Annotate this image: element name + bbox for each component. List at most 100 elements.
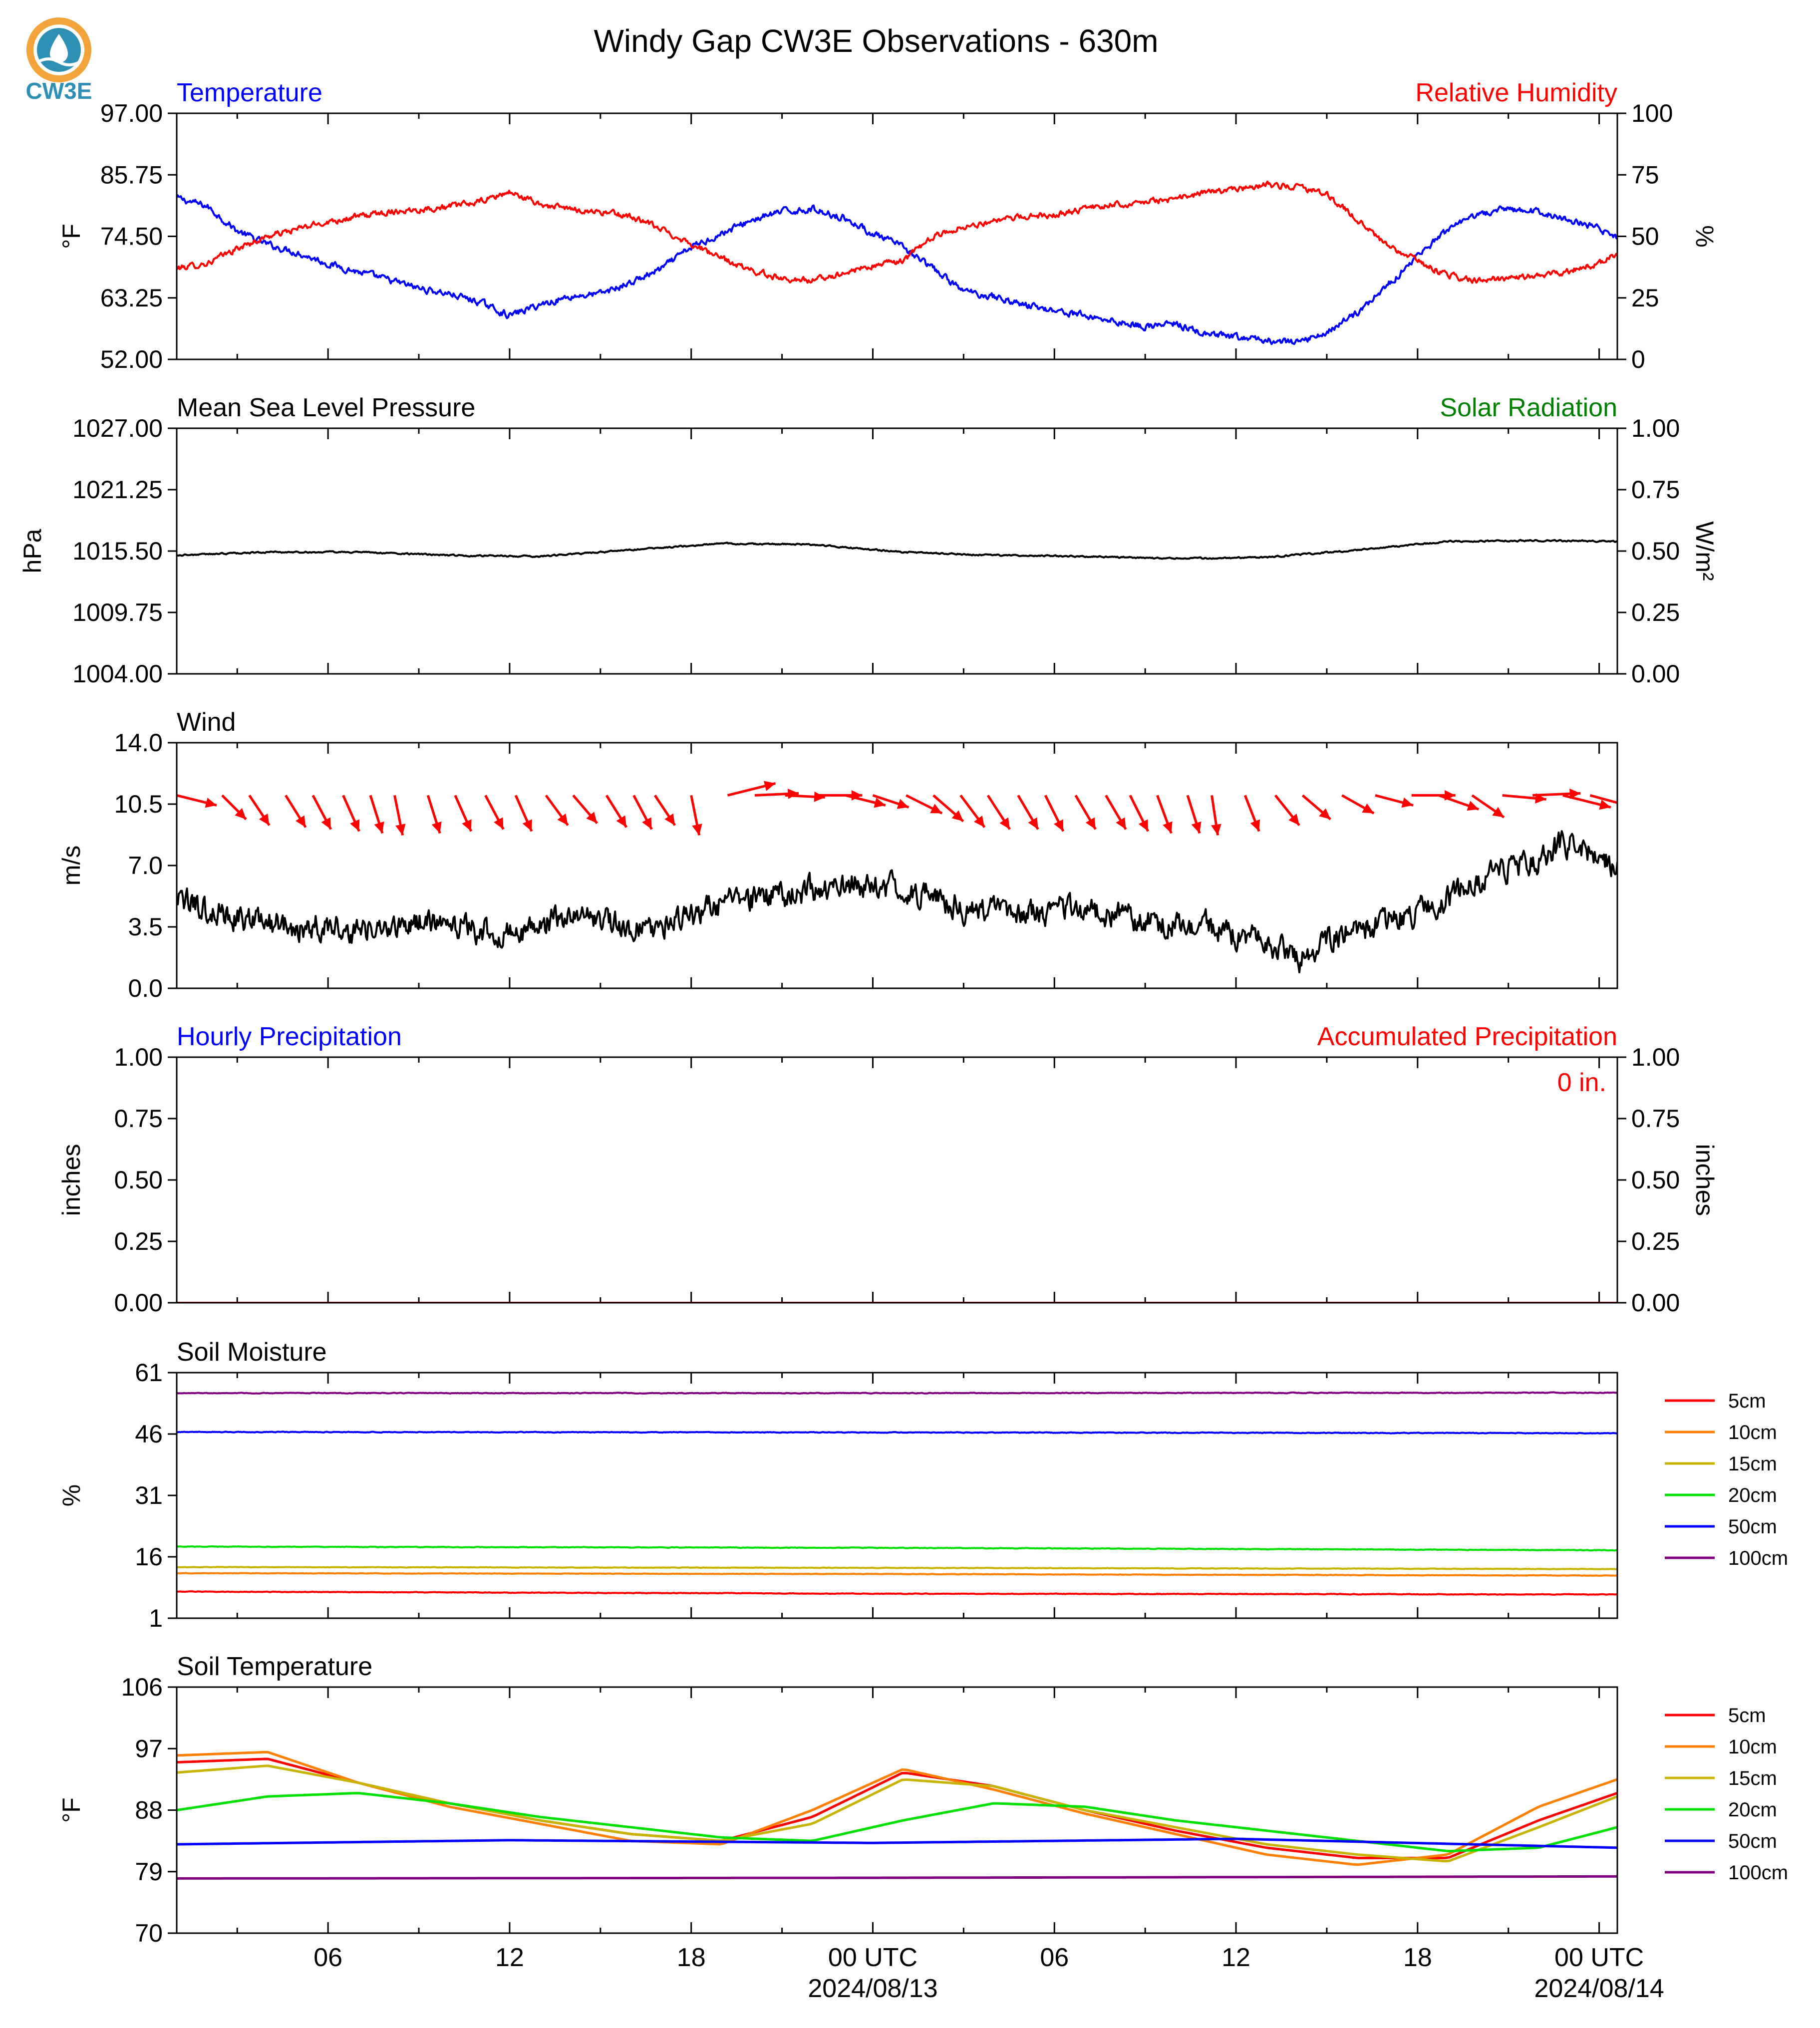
wind-arrow-head bbox=[1138, 819, 1148, 832]
wind-arrow-head bbox=[874, 798, 886, 808]
logo-sun-ring-icon bbox=[26, 17, 91, 82]
panel-title-left: Soil Temperature bbox=[177, 1652, 372, 1681]
legend: 5cm 10cm 15cm 20cm 50cm 100cm bbox=[1665, 1390, 1788, 1569]
y-tick-label: 79 bbox=[135, 1858, 163, 1886]
y-axis-label: m/s bbox=[57, 846, 85, 886]
series-line-10cm bbox=[177, 1572, 1617, 1577]
logo-wave-icon bbox=[37, 57, 81, 66]
panel-temp-rh: 52.00 63.25 74.50 85.75 97.00 0 25 50 75 100 °F % Te… bbox=[57, 78, 1719, 373]
x-date-label: 2024/08/14 bbox=[1534, 1974, 1664, 2003]
x-tick-label: 12 bbox=[1221, 1943, 1250, 1972]
wind-arrow-head bbox=[1401, 797, 1413, 808]
plot-frame bbox=[176, 112, 1618, 360]
wind-arrow-head bbox=[1085, 817, 1096, 830]
legend-label: 50cm bbox=[1728, 1830, 1777, 1852]
wind-arrow-head bbox=[557, 813, 568, 826]
series-line-10cm bbox=[177, 1750, 1617, 1866]
legend-label: 5cm bbox=[1728, 1705, 1766, 1727]
y-tick-label: 74.50 bbox=[100, 223, 163, 251]
series-line-15cm bbox=[177, 1764, 1617, 1863]
wind-arrow-head bbox=[431, 821, 442, 834]
wind-arrow-head bbox=[642, 817, 652, 830]
y-tick-label: 61 bbox=[135, 1359, 163, 1387]
series-line-mean-sea-level-pressure bbox=[177, 539, 1617, 560]
y-tick-label: 1 bbox=[149, 1604, 163, 1632]
series-line-100cm bbox=[177, 1391, 1617, 1395]
wind-arrow-head bbox=[1250, 819, 1260, 832]
legend-label: 100cm bbox=[1728, 1862, 1788, 1884]
y-tick-label: 97.00 bbox=[100, 99, 163, 127]
figure-title: Windy Gap CW3E Observations - 630m bbox=[594, 23, 1158, 59]
y-tick-label: 70 bbox=[135, 1919, 163, 1947]
series-line-5cm bbox=[177, 1590, 1617, 1596]
y-tick-label: 3.5 bbox=[128, 913, 163, 941]
wind-arrow-head bbox=[522, 819, 532, 832]
series-line-50cm bbox=[177, 1431, 1617, 1435]
plot-frame bbox=[176, 1056, 1618, 1304]
wind-arrow-head bbox=[814, 791, 825, 802]
wind-arrow-head bbox=[494, 817, 504, 830]
legend-label: 20cm bbox=[1728, 1484, 1777, 1506]
y-tick-label-right: 0.50 bbox=[1631, 537, 1680, 565]
wind-arrow-head bbox=[321, 817, 331, 830]
y-tick-label: 1009.75 bbox=[72, 598, 163, 626]
y-tick-label-right: 100 bbox=[1631, 99, 1673, 127]
x-tick-label: 00 UTC bbox=[1554, 1943, 1644, 1972]
x-tick-label: 18 bbox=[1403, 1943, 1432, 1972]
plot-frame bbox=[176, 1686, 1618, 1934]
series-group bbox=[177, 1750, 1617, 1880]
legend-label: 20cm bbox=[1728, 1799, 1777, 1821]
wind-arrow-head bbox=[350, 819, 360, 832]
y-axis-label-right: W/m² bbox=[1691, 521, 1719, 580]
panels: 52.00 63.25 74.50 85.75 97.00 0 25 50 75 100 °F % Te… bbox=[18, 78, 1788, 2003]
panel-precip: 0.00 0.25 0.50 0.75 1.00 0.00 0.25 0.50 0.75 1.00… bbox=[57, 1022, 1719, 1317]
y-axis-label: inches bbox=[57, 1144, 85, 1216]
wind-arrow-head bbox=[586, 812, 598, 824]
x-tick-label: 06 bbox=[313, 1943, 342, 1972]
y-tick-label-right: 1.00 bbox=[1631, 414, 1680, 442]
y-tick-label: 52.00 bbox=[100, 345, 163, 373]
wind-arrow-head bbox=[296, 815, 306, 828]
panel-title-left: Temperature bbox=[177, 78, 322, 107]
wind-arrow-head bbox=[395, 824, 406, 836]
y-tick-label: 97 bbox=[135, 1735, 163, 1762]
y-tick-label: 0.00 bbox=[114, 1289, 163, 1317]
wind-arrow-head bbox=[1191, 821, 1202, 834]
y-tick-label-right: 0.00 bbox=[1631, 1289, 1680, 1317]
wind-arrow-head bbox=[999, 817, 1010, 830]
y-tick-label-right: 0.75 bbox=[1631, 1105, 1680, 1133]
y-tick-label-right: 0.00 bbox=[1631, 660, 1680, 688]
wind-arrow-head bbox=[1054, 819, 1064, 832]
legend-label: 100cm bbox=[1728, 1547, 1788, 1569]
y-tick-label-right: 0.50 bbox=[1631, 1166, 1680, 1194]
series-line-relative-humidity bbox=[177, 180, 1617, 284]
series-line-15cm bbox=[177, 1566, 1617, 1570]
y-axis-label: °F bbox=[57, 1797, 85, 1823]
series-group bbox=[177, 180, 1617, 345]
series-line-20cm bbox=[177, 1545, 1617, 1552]
x-tick-label: 06 bbox=[1040, 1943, 1069, 1972]
legend-label: 15cm bbox=[1728, 1767, 1777, 1789]
y-axis-label: % bbox=[57, 1484, 85, 1506]
y-axis-label: hPa bbox=[18, 529, 46, 573]
series-line-100cm bbox=[177, 1875, 1617, 1880]
y-axis-label-right: % bbox=[1691, 225, 1719, 247]
wind-arrow-head bbox=[1467, 801, 1479, 811]
accumulated-total-label: 0 in. bbox=[1557, 1068, 1606, 1097]
y-tick-label: 31 bbox=[135, 1481, 163, 1509]
y-tick-label-right: 25 bbox=[1631, 284, 1659, 312]
x-tick-label: 18 bbox=[677, 1943, 706, 1972]
wind-arrow-shaft bbox=[1589, 794, 1617, 804]
wind-arrow-head bbox=[692, 824, 702, 836]
y-axis-label-right: inches bbox=[1691, 1144, 1719, 1216]
wind-arrow-head bbox=[235, 808, 246, 820]
panel-title-left: Wind bbox=[177, 708, 236, 737]
y-tick-label-right: 0.25 bbox=[1631, 598, 1680, 626]
y-tick-label: 63.25 bbox=[100, 284, 163, 312]
wind-arrow-head bbox=[374, 821, 384, 834]
wind-arrow-head bbox=[1028, 817, 1038, 830]
wind-arrow-head bbox=[1319, 808, 1331, 820]
y-tick-label: 1004.00 bbox=[72, 660, 163, 688]
